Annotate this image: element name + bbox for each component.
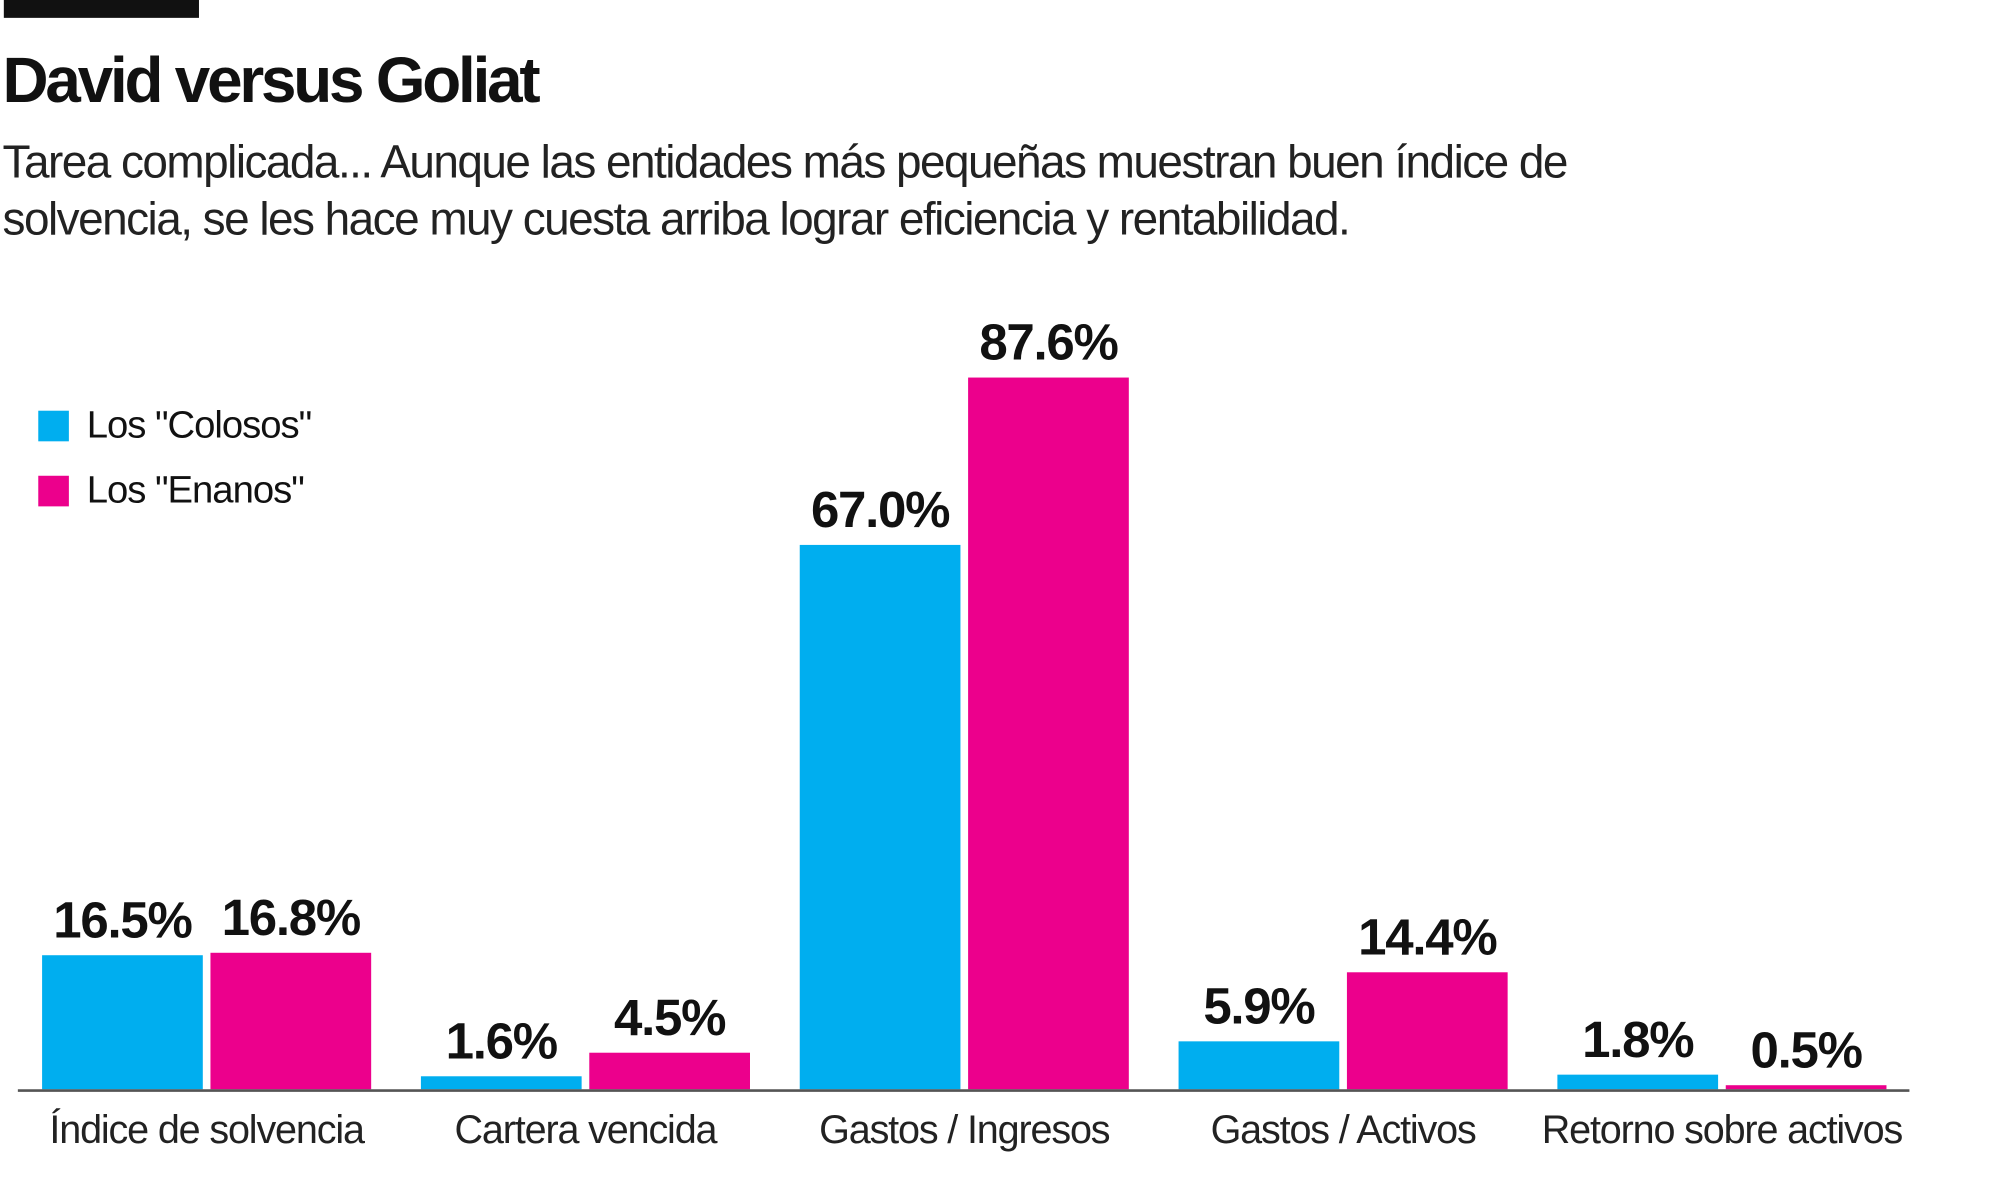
legend-item-colosos: Los "Colosos" — [38, 393, 313, 458]
bar-enanos — [210, 952, 372, 1090]
legend-label: Los "Colosos" — [86, 403, 313, 446]
category-label: Índice de solvencia — [49, 1108, 365, 1152]
data-label: 87.6% — [979, 314, 1118, 371]
category-label: Gastos / Activos — [1211, 1108, 1476, 1152]
data-label: 1.6% — [446, 1012, 558, 1069]
data-label: 67.0% — [811, 481, 950, 538]
bar-enanos — [1346, 972, 1508, 1090]
legend-label: Los "Enanos" — [86, 468, 305, 511]
data-label: 16.5% — [53, 891, 192, 948]
legend-swatch-colosos — [38, 410, 69, 441]
category-label: Gastos / Ingresos — [819, 1108, 1110, 1152]
bar-enanos — [1725, 1085, 1887, 1090]
category-label: Retorno sobre activos — [1542, 1108, 1903, 1152]
chart-title: David versus Goliat — [2, 44, 541, 117]
bar-colosos — [1178, 1041, 1340, 1090]
bar-colosos — [1557, 1074, 1719, 1090]
header-bar — [3, 0, 199, 18]
bar-enanos — [589, 1052, 750, 1090]
data-label: 4.5% — [614, 989, 726, 1046]
legend-item-enanos: Los "Enanos" — [38, 458, 311, 523]
chart-subtitle: Tarea complicada... Aunque las entidades… — [2, 135, 1569, 245]
data-label: 14.4% — [1358, 908, 1497, 965]
data-label: 0.5% — [1751, 1021, 1863, 1078]
legend: Los "Colosos" Los "Enanos" — [38, 393, 313, 523]
bar-colosos — [420, 1076, 582, 1090]
bar-colosos — [799, 544, 961, 1090]
legend-swatch-enanos — [38, 475, 69, 506]
category-label: Cartera vencida — [455, 1108, 718, 1152]
data-label: 5.9% — [1203, 977, 1315, 1034]
data-label: 1.8% — [1582, 1011, 1694, 1068]
data-label: 16.8% — [222, 889, 361, 946]
bar-enanos — [968, 377, 1129, 1090]
bar-colosos — [42, 955, 203, 1090]
